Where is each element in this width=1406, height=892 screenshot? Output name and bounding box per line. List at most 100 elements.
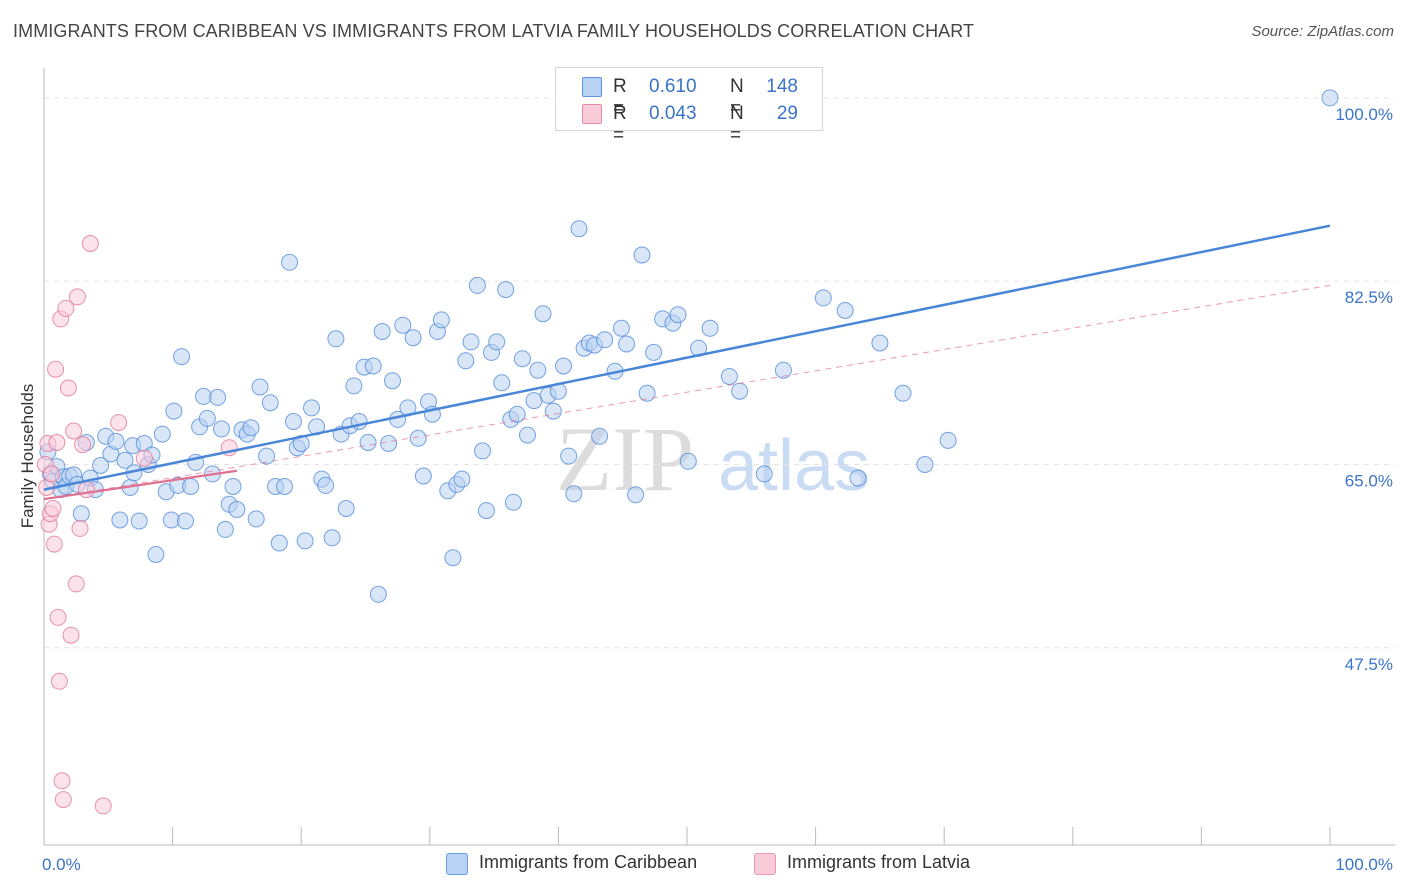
caribbean-point (182, 478, 200, 495)
caribbean-point (565, 485, 583, 503)
latvia-trend-line (43, 469, 238, 501)
caribbean-point (317, 476, 335, 494)
caribbean-point (72, 505, 90, 523)
caribbean-point (323, 529, 341, 547)
caribbean-point (814, 289, 832, 307)
caribbean-point (1321, 89, 1339, 107)
caribbean-point (258, 447, 275, 465)
watermark-atlas: atlas (718, 426, 870, 506)
caribbean-point (380, 435, 398, 452)
caribbean-point (508, 405, 526, 423)
latvia-point (57, 299, 75, 317)
caribbean-point (303, 399, 320, 417)
latvia-point (49, 608, 67, 626)
caribbean-point (296, 532, 314, 550)
caribbean-point (488, 333, 506, 351)
caribbean-point (384, 372, 401, 390)
caribbean-point (731, 382, 749, 400)
caribbean-point (493, 374, 511, 392)
latvia-point (59, 379, 77, 397)
caribbean-point (679, 452, 697, 470)
caribbean-point (645, 343, 663, 361)
caribbean-point (544, 402, 562, 420)
caribbean-point (612, 319, 630, 337)
latvia-point (67, 575, 85, 593)
caribbean-point (444, 549, 462, 567)
caribbean-point (345, 377, 363, 395)
caribbean-point (409, 429, 427, 447)
chart-title: IMMIGRANTS FROM CARIBBEAN VS IMMIGRANTS … (13, 21, 975, 41)
latvia-point (47, 360, 65, 378)
legend-label-caribbean: Immigrants from Caribbean (479, 852, 698, 872)
caribbean-point (247, 510, 265, 528)
caribbean-point (627, 486, 645, 504)
caribbean-point (701, 319, 719, 337)
latvia-point (44, 500, 62, 517)
caribbean-point (894, 384, 912, 402)
caribbean-point (162, 511, 180, 529)
latvia-point (62, 626, 80, 644)
latvia-point (43, 465, 61, 483)
caribbean-point (555, 357, 572, 375)
stats-legend: R = 0.610 N = 148 R = 0.043 N = 29 (555, 67, 823, 146)
latvia-point (45, 535, 63, 553)
caribbean-point (414, 467, 432, 485)
caribbean-point (519, 426, 536, 444)
caribbean-point (525, 392, 543, 410)
caribbean-point (281, 253, 299, 271)
caribbean-point (432, 311, 450, 329)
caribbean-point (474, 442, 491, 460)
y-tick-label: 82.5% (1345, 288, 1393, 307)
latvia-point (94, 797, 112, 815)
caribbean-point (209, 388, 227, 406)
y-tick-label: 47.5% (1345, 655, 1393, 674)
latvia-point (68, 288, 86, 306)
caribbean-point (916, 456, 934, 473)
caribbean-point (394, 316, 412, 334)
caribbean-point (529, 361, 547, 379)
caribbean-point (195, 387, 212, 405)
caribbean-point (939, 431, 957, 449)
caribbean-point (116, 451, 134, 469)
caribbean-point (261, 394, 279, 412)
caribbean-point (457, 352, 475, 370)
caribbean-point (198, 409, 216, 427)
latvia-point (71, 519, 89, 537)
latvia-point (77, 481, 95, 499)
legend-n-label: N = (730, 76, 744, 119)
legend-n-value: 148 (766, 76, 798, 97)
legend-r-value: 0.610 (649, 76, 697, 97)
legend-r-value: 0.043 (649, 103, 697, 124)
caribbean-point (462, 333, 480, 351)
legend-label-latvia: Immigrants from Latvia (787, 852, 971, 872)
caribbean-point (92, 457, 110, 474)
legend-r-label: R = (613, 76, 627, 119)
caribbean-point (669, 306, 687, 324)
caribbean-point (720, 368, 738, 385)
legend-swatch-caribbean (582, 77, 602, 97)
caribbean-point (130, 512, 148, 530)
latvia-point (74, 436, 92, 454)
caribbean-point (849, 469, 867, 487)
caribbean-point (497, 281, 515, 299)
caribbean-point (107, 432, 125, 450)
caribbean-point (570, 220, 588, 238)
caribbean-point (369, 585, 387, 603)
caribbean-point (871, 334, 889, 352)
caribbean-point (755, 465, 773, 483)
caribbean-point (337, 500, 355, 517)
caribbean-point (477, 502, 495, 520)
caribbean-point (147, 546, 165, 563)
x-tick-label: 0.0% (42, 855, 81, 874)
latvia-point (65, 422, 83, 440)
latvia-point (135, 449, 153, 467)
caribbean-point (292, 435, 310, 452)
caribbean-point (596, 331, 614, 349)
caribbean-point (165, 402, 183, 420)
latvia-point (53, 772, 71, 790)
legend-n-value: 29 (776, 103, 798, 124)
latvia-point (110, 414, 128, 432)
caribbean-point (213, 420, 230, 438)
caribbean-point (228, 501, 246, 518)
caribbean-point (285, 413, 302, 430)
